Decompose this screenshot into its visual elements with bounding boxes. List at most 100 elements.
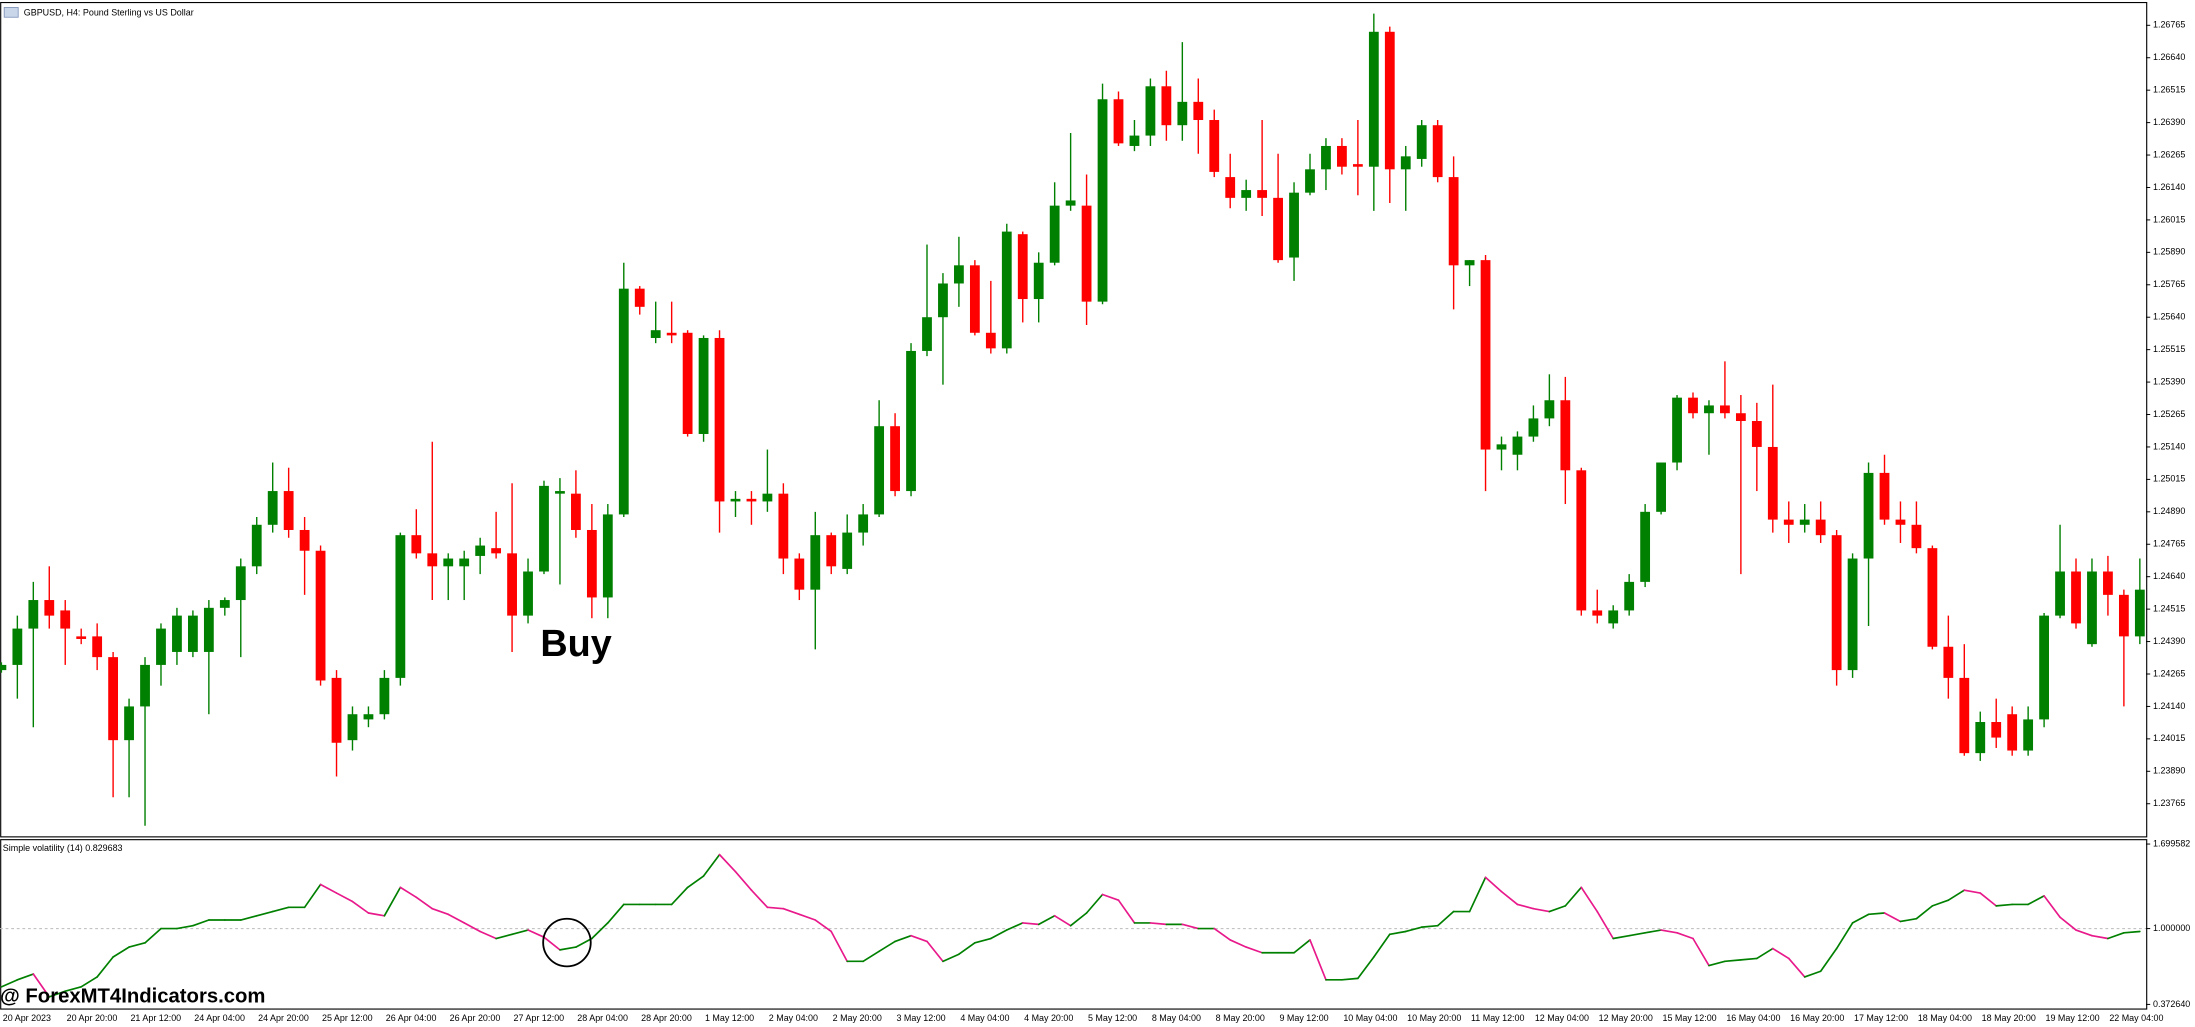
indicator-segment	[80, 976, 98, 988]
candle-body	[2087, 571, 2097, 645]
y-tick-label: 1.24265	[2153, 668, 2185, 678]
y-tick-label: 1.26765	[2153, 20, 2185, 30]
x-tick-label: 26 Apr 04:00	[386, 1013, 437, 1023]
indicator-segment	[1963, 889, 1982, 894]
candle-body	[0, 664, 7, 671]
candle-body	[1783, 519, 1794, 525]
x-tick-label: 11 May 12:00	[1471, 1013, 1525, 1023]
indicator-segment	[431, 907, 450, 916]
x-tick-label: 20 Apr 20:00	[67, 1013, 118, 1023]
y-tick-label: 1.24015	[2153, 733, 2185, 743]
indicator-segment	[989, 929, 1008, 940]
axes: 1.26765 1.26640 1.26515 1.26390 1.26265 1.261…	[3, 20, 2191, 1024]
indicator-segment	[702, 853, 721, 877]
x-tick-label: 17 May 12:00	[1854, 1013, 1908, 1023]
candle-body	[1751, 421, 1762, 447]
indicator-segment	[1101, 893, 1120, 902]
x-tick-label: 12 May 04:00	[1535, 1013, 1589, 1023]
indicator-segment	[958, 942, 976, 956]
candle-body	[411, 535, 422, 554]
indicator-segment	[383, 886, 402, 917]
symbol-icon	[3, 7, 19, 18]
y-tick-label: 1.24640	[2153, 571, 2185, 581]
indicator-segment	[303, 883, 322, 909]
candle-body	[363, 714, 374, 720]
candle-body	[523, 571, 533, 616]
x-tick-label: 25 Apr 12:00	[322, 1013, 373, 1023]
candle-body	[1432, 125, 1443, 178]
candle-body	[1017, 234, 1028, 300]
x-tick-label: 4 May 04:00	[960, 1013, 1009, 1023]
candle-body	[2071, 571, 2081, 624]
candle-body	[331, 677, 342, 743]
candle-body	[379, 677, 390, 715]
indicator-segment	[1915, 905, 1934, 920]
candle-body	[1656, 462, 1666, 512]
candle-body	[188, 615, 198, 652]
candle-body	[1528, 418, 1539, 437]
candle-body	[92, 636, 103, 658]
indicator-segment	[2027, 895, 2045, 906]
candle-body	[1321, 145, 1331, 170]
candle-body	[427, 553, 438, 567]
candle-body	[1799, 519, 1810, 525]
candle-body	[1975, 722, 1986, 754]
candle-body	[858, 514, 869, 533]
indicator-segment	[575, 937, 593, 948]
candle-body	[235, 566, 246, 601]
y-tick-label: 1.25390	[2153, 376, 2185, 386]
indicator-segment	[16, 973, 35, 981]
x-tick-label: 2 May 20:00	[833, 1013, 882, 1023]
y-tick-label: 1.26640	[2153, 52, 2185, 62]
candle-body	[1959, 677, 1970, 754]
indicator-segment	[144, 927, 162, 944]
indicator-segment	[415, 896, 434, 910]
indicator-segment	[335, 892, 354, 903]
candle-body	[76, 636, 87, 639]
candle-body	[491, 548, 502, 554]
candle-body	[44, 600, 55, 616]
indicator-segment	[1931, 899, 1950, 907]
indicator-segment	[239, 914, 258, 921]
candle-body	[1480, 260, 1491, 450]
candle-body	[1257, 190, 1268, 198]
candle-body	[698, 337, 709, 434]
x-tick-label: 24 Apr 04:00	[194, 1013, 245, 1023]
candle-body	[890, 426, 900, 492]
candle-body	[1416, 125, 1427, 159]
candle-body	[2007, 714, 2018, 751]
indicator-segment	[1803, 970, 1822, 978]
candle-body	[475, 545, 486, 556]
candle-body	[1305, 169, 1315, 193]
indicator-segment	[1436, 910, 1455, 927]
indicator-segment	[1979, 892, 1998, 907]
indicator-segment	[1484, 876, 1503, 893]
x-tick-label: 15 May 12:00	[1662, 1013, 1716, 1023]
candle-body	[283, 491, 294, 530]
candle-body	[2118, 594, 2129, 637]
x-tick-label: 9 May 12:00	[1279, 1013, 1328, 1023]
candle-body	[1129, 135, 1140, 146]
candle-body	[1544, 400, 1555, 419]
indicator-segment	[0, 978, 19, 988]
indicator-segment	[367, 912, 386, 917]
candle-body	[1337, 145, 1347, 167]
indicator-segment	[766, 906, 785, 910]
candle-body	[315, 550, 326, 681]
indicator-segment	[1676, 931, 1694, 940]
candle-body	[1560, 400, 1571, 471]
indicator-segment	[1740, 957, 1758, 961]
candle-body	[794, 558, 805, 590]
indicator-segment	[1692, 937, 1710, 967]
candle-body	[1512, 436, 1523, 455]
indicator-segment	[1947, 889, 1966, 902]
x-tick-label: 22 May 04:00	[2109, 1013, 2163, 1023]
indicator-segment	[606, 903, 625, 924]
candle-body	[459, 558, 470, 567]
candle-body	[634, 288, 645, 307]
y-tick-label: 1.23890	[2153, 766, 2185, 776]
indicator-segment	[878, 940, 896, 953]
candle-body	[395, 535, 406, 678]
indicator-segment	[1724, 959, 1742, 963]
